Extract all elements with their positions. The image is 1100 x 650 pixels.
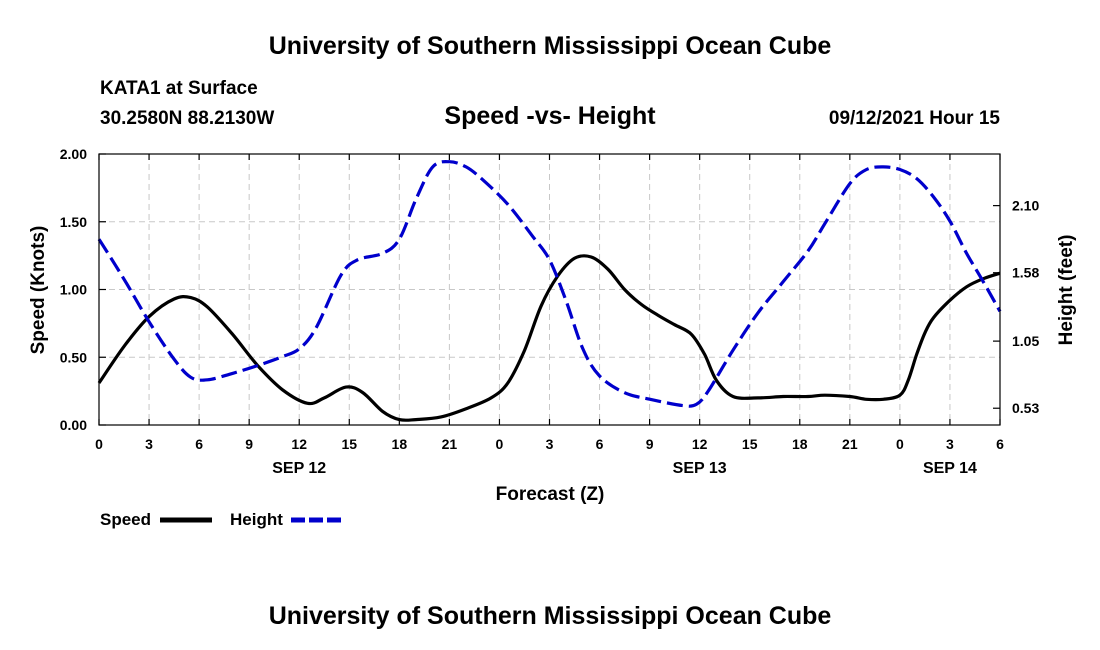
x-tick-label: 6 bbox=[195, 436, 203, 452]
x-tick-label: 18 bbox=[792, 436, 808, 452]
forecast-datetime: 09/12/2021 Hour 15 bbox=[829, 108, 1001, 129]
x-tick-label: 9 bbox=[245, 436, 253, 452]
series-lines bbox=[97, 160, 1002, 422]
station-label: KATA1 at Surface bbox=[100, 78, 258, 99]
x-tick-label: 18 bbox=[392, 436, 408, 452]
speed-series-line bbox=[97, 254, 1001, 422]
y-tick-label-right: 1.58 bbox=[1012, 265, 1039, 281]
x-tick-label: 0 bbox=[896, 436, 904, 452]
legend: Speed Height bbox=[100, 510, 343, 529]
y-tick-label-right: 1.05 bbox=[1012, 333, 1039, 349]
legend-label-height: Height bbox=[230, 510, 283, 529]
x-tick-label: 21 bbox=[842, 436, 858, 452]
y-tick-label-left: 1.50 bbox=[60, 214, 87, 230]
y-axis-title-right: Height (feet) bbox=[1056, 235, 1077, 346]
y-axis-title-left: Speed (Knots) bbox=[28, 226, 49, 355]
x-tick-label: 15 bbox=[341, 436, 357, 452]
y-tick-label-right: 2.10 bbox=[1012, 198, 1039, 214]
x-tick-label: 15 bbox=[742, 436, 758, 452]
chart-title: Speed -vs- Height bbox=[444, 102, 656, 130]
axis-ticks: 0 3 6 9 12 15 18 21 0 3 6 9 12 15 18 21 0 3 6 SEP 12 SEP 13 S… bbox=[60, 146, 1040, 477]
y-tick-label-right: 0.53 bbox=[1012, 400, 1039, 416]
grid-lines bbox=[99, 154, 1000, 425]
x-date-label: SEP 14 bbox=[923, 460, 977, 477]
y-tick-label-left: 1.00 bbox=[60, 282, 87, 298]
x-tick-label: 0 bbox=[95, 436, 103, 452]
x-date-label: SEP 13 bbox=[673, 460, 727, 477]
x-tick-label: 21 bbox=[442, 436, 458, 452]
y-tick-label-left: 2.00 bbox=[60, 146, 87, 162]
x-tick-label: 0 bbox=[496, 436, 504, 452]
footer-title: University of Southern Mississippi Ocean… bbox=[269, 602, 832, 630]
y-tick-label-left: 0.50 bbox=[60, 349, 87, 365]
x-tick-label: 6 bbox=[996, 436, 1004, 452]
x-tick-label: 12 bbox=[291, 436, 307, 452]
y-tick-label-left: 0.00 bbox=[60, 417, 87, 433]
x-tick-label: 6 bbox=[596, 436, 604, 452]
x-axis-title: Forecast (Z) bbox=[496, 484, 605, 505]
page-title: University of Southern Mississippi Ocean… bbox=[269, 32, 832, 60]
x-tick-label: 3 bbox=[546, 436, 554, 452]
x-tick-label: 12 bbox=[692, 436, 708, 452]
x-tick-label: 3 bbox=[946, 436, 954, 452]
x-tick-label: 3 bbox=[145, 436, 153, 452]
height-series-line bbox=[97, 160, 1002, 408]
x-tick-label: 9 bbox=[646, 436, 654, 452]
x-date-label: SEP 12 bbox=[272, 460, 326, 477]
legend-label-speed: Speed bbox=[100, 510, 151, 529]
station-coords: 30.2580N 88.2130W bbox=[100, 108, 274, 129]
